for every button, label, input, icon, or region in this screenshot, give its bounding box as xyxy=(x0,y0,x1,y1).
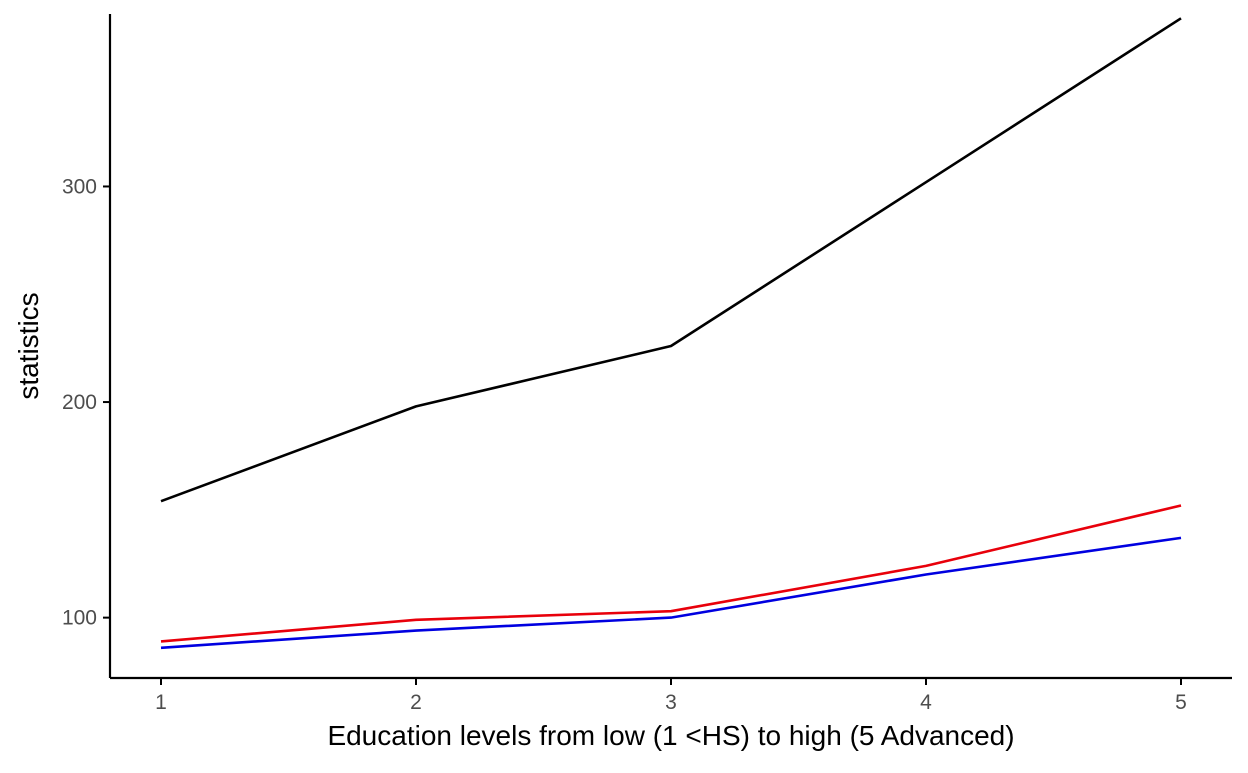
y-axis-ticks: 100 200 300 xyxy=(62,175,110,630)
series-line-2 xyxy=(160,504,1182,643)
x-tick-label: 4 xyxy=(920,691,932,714)
x-tick-label: 1 xyxy=(155,691,167,714)
series-line-3 xyxy=(160,536,1182,650)
x-axis-title: Education levels from low (1 <HS) to hig… xyxy=(327,720,1014,751)
y-tick-label: 100 xyxy=(62,607,97,630)
x-tick-label: 3 xyxy=(665,691,677,714)
y-axis-title: statistics xyxy=(13,292,44,399)
x-axis-ticks: 1 2 3 4 5 xyxy=(155,678,1187,714)
x-tick-label: 5 xyxy=(1175,691,1187,714)
series-line-1 xyxy=(160,17,1182,503)
x-tick-label: 2 xyxy=(410,691,422,714)
y-tick-label: 200 xyxy=(62,391,97,414)
y-tick-label: 300 xyxy=(62,175,97,198)
series-layer xyxy=(160,17,1182,650)
